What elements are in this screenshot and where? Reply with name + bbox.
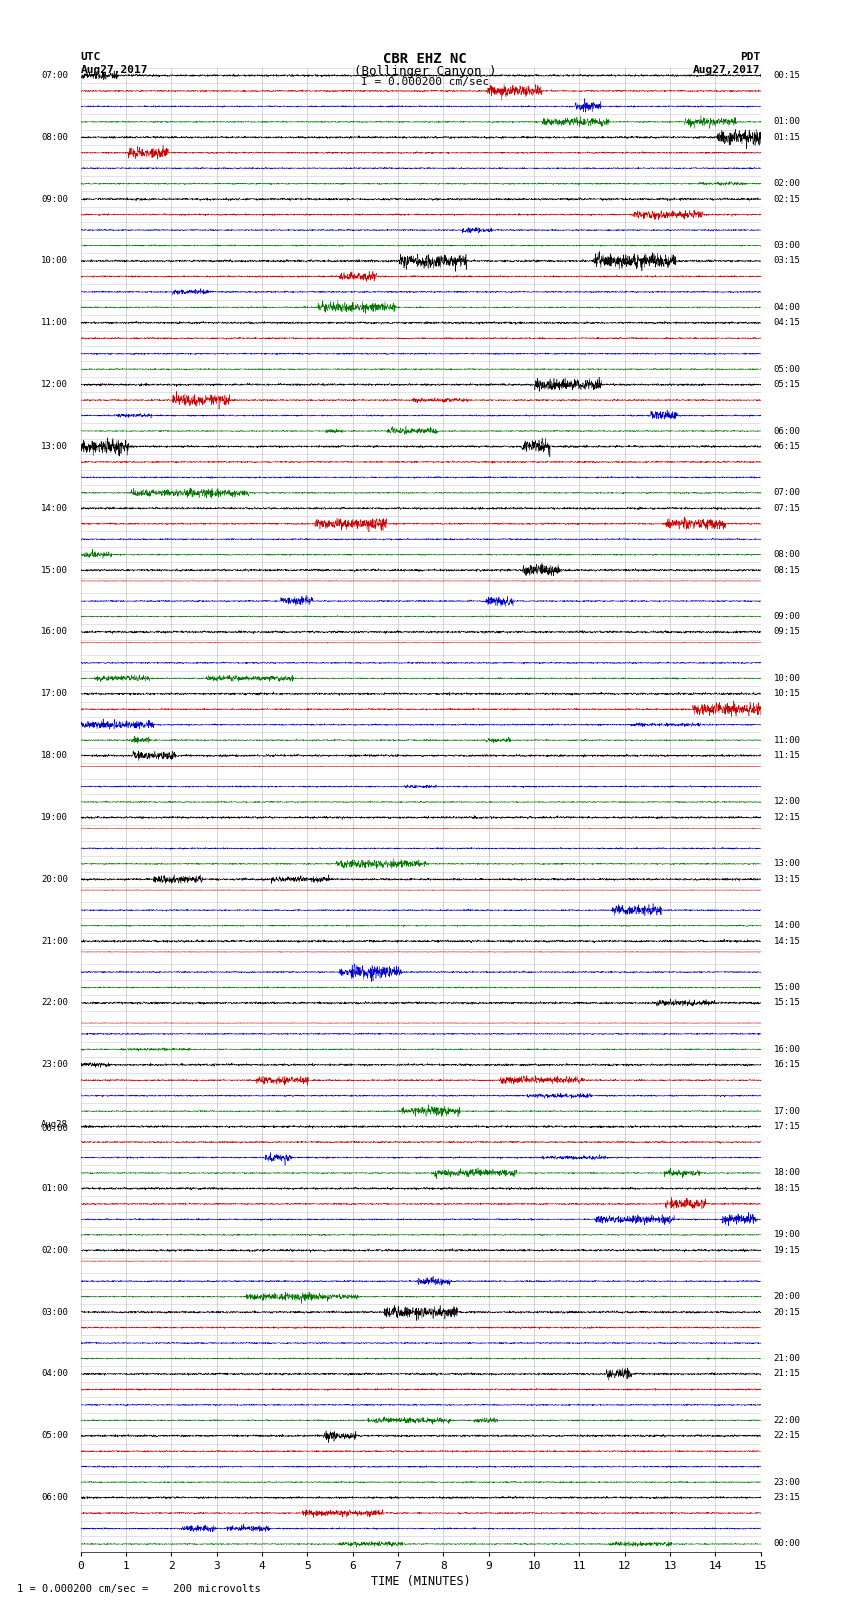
Text: 12:00: 12:00 xyxy=(41,381,68,389)
Text: 21:00: 21:00 xyxy=(774,1353,801,1363)
Text: 09:00: 09:00 xyxy=(774,611,801,621)
Text: 00:00: 00:00 xyxy=(41,1124,68,1134)
Text: 15:15: 15:15 xyxy=(774,998,801,1008)
Text: 18:15: 18:15 xyxy=(774,1184,801,1194)
Text: 08:00: 08:00 xyxy=(774,550,801,560)
Text: 21:15: 21:15 xyxy=(774,1369,801,1379)
Text: 10:00: 10:00 xyxy=(41,256,68,266)
Text: 19:00: 19:00 xyxy=(41,813,68,823)
Text: 16:00: 16:00 xyxy=(774,1045,801,1053)
Text: 23:00: 23:00 xyxy=(41,1060,68,1069)
Text: 08:00: 08:00 xyxy=(41,132,68,142)
Text: 07:00: 07:00 xyxy=(774,489,801,497)
Text: 09:15: 09:15 xyxy=(774,627,801,637)
Text: 17:00: 17:00 xyxy=(41,689,68,698)
Text: 21:00: 21:00 xyxy=(41,937,68,945)
Text: 15:00: 15:00 xyxy=(41,566,68,574)
Text: 00:15: 00:15 xyxy=(774,71,801,81)
Text: 03:00: 03:00 xyxy=(41,1308,68,1316)
Text: 00:00: 00:00 xyxy=(774,1539,801,1548)
Text: 12:00: 12:00 xyxy=(774,797,801,806)
Text: 03:00: 03:00 xyxy=(774,240,801,250)
Text: (Bollinger Canyon ): (Bollinger Canyon ) xyxy=(354,65,496,77)
Text: 22:00: 22:00 xyxy=(774,1416,801,1424)
Text: 13:00: 13:00 xyxy=(774,860,801,868)
Text: 20:00: 20:00 xyxy=(774,1292,801,1302)
Text: I = 0.000200 cm/sec: I = 0.000200 cm/sec xyxy=(361,77,489,87)
Text: 06:00: 06:00 xyxy=(41,1494,68,1502)
X-axis label: TIME (MINUTES): TIME (MINUTES) xyxy=(371,1574,471,1587)
Text: 04:00: 04:00 xyxy=(41,1369,68,1379)
Text: 23:00: 23:00 xyxy=(774,1478,801,1487)
Text: 10:15: 10:15 xyxy=(774,689,801,698)
Text: 14:00: 14:00 xyxy=(774,921,801,931)
Text: 15:00: 15:00 xyxy=(774,982,801,992)
Text: 17:15: 17:15 xyxy=(774,1123,801,1131)
Text: 01:15: 01:15 xyxy=(774,132,801,142)
Text: 05:00: 05:00 xyxy=(774,365,801,374)
Text: Aug27,2017: Aug27,2017 xyxy=(81,65,148,74)
Text: 06:00: 06:00 xyxy=(774,426,801,436)
Text: 02:00: 02:00 xyxy=(774,179,801,189)
Text: 01:00: 01:00 xyxy=(774,118,801,126)
Text: 20:00: 20:00 xyxy=(41,874,68,884)
Text: PDT: PDT xyxy=(740,52,761,61)
Text: 07:00: 07:00 xyxy=(41,71,68,81)
Text: 11:00: 11:00 xyxy=(41,318,68,327)
Text: 09:00: 09:00 xyxy=(41,195,68,203)
Text: 22:00: 22:00 xyxy=(41,998,68,1008)
Text: 04:15: 04:15 xyxy=(774,318,801,327)
Text: 08:15: 08:15 xyxy=(774,566,801,574)
Text: 05:15: 05:15 xyxy=(774,381,801,389)
Text: 02:00: 02:00 xyxy=(41,1245,68,1255)
Text: 11:00: 11:00 xyxy=(774,736,801,745)
Text: 01:00: 01:00 xyxy=(41,1184,68,1194)
Text: CBR EHZ NC: CBR EHZ NC xyxy=(383,52,467,66)
Text: 16:00: 16:00 xyxy=(41,627,68,637)
Text: 23:15: 23:15 xyxy=(774,1494,801,1502)
Text: 03:15: 03:15 xyxy=(774,256,801,266)
Text: 17:00: 17:00 xyxy=(774,1107,801,1116)
Text: Aug27,2017: Aug27,2017 xyxy=(694,65,761,74)
Text: Aug28: Aug28 xyxy=(41,1119,68,1129)
Text: 02:15: 02:15 xyxy=(774,195,801,203)
Text: 10:00: 10:00 xyxy=(774,674,801,682)
Text: 06:15: 06:15 xyxy=(774,442,801,452)
Text: 13:15: 13:15 xyxy=(774,874,801,884)
Text: 04:00: 04:00 xyxy=(774,303,801,311)
Text: UTC: UTC xyxy=(81,52,101,61)
Text: 07:15: 07:15 xyxy=(774,503,801,513)
Text: 22:15: 22:15 xyxy=(774,1431,801,1440)
Text: 18:00: 18:00 xyxy=(41,752,68,760)
Text: 05:00: 05:00 xyxy=(41,1431,68,1440)
Text: 16:15: 16:15 xyxy=(774,1060,801,1069)
Text: 14:15: 14:15 xyxy=(774,937,801,945)
Text: 18:00: 18:00 xyxy=(774,1168,801,1177)
Text: 12:15: 12:15 xyxy=(774,813,801,823)
Text: 1 = 0.000200 cm/sec =    200 microvolts: 1 = 0.000200 cm/sec = 200 microvolts xyxy=(17,1584,261,1594)
Text: 20:15: 20:15 xyxy=(774,1308,801,1316)
Text: 11:15: 11:15 xyxy=(774,752,801,760)
Text: 19:15: 19:15 xyxy=(774,1245,801,1255)
Text: 13:00: 13:00 xyxy=(41,442,68,452)
Text: 19:00: 19:00 xyxy=(774,1231,801,1239)
Text: 14:00: 14:00 xyxy=(41,503,68,513)
